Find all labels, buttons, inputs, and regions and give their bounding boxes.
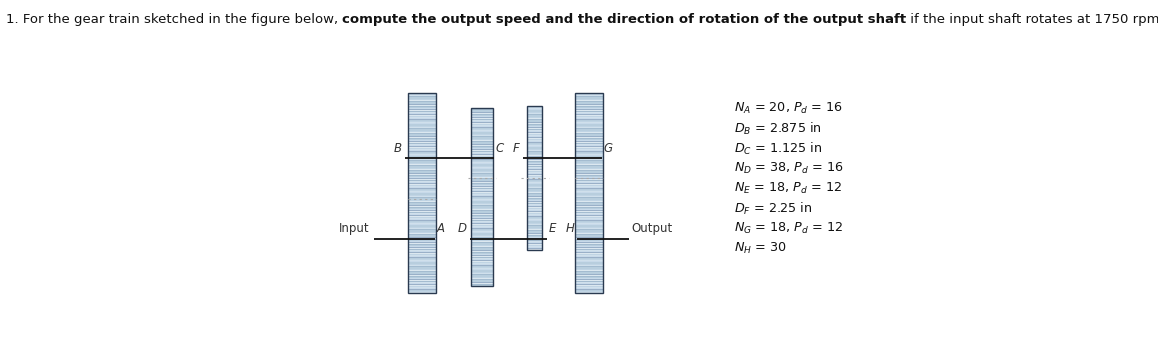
Text: B: B xyxy=(394,142,402,155)
Text: 1. For the gear train sketched in the figure below, compute the output speed and: 1. For the gear train sketched in the fi… xyxy=(6,13,950,26)
Text: $D_B$ = 2.875 in: $D_B$ = 2.875 in xyxy=(734,121,821,137)
Text: compute the output speed and the direction of rotation of the output shaft: compute the output speed and the directi… xyxy=(342,13,907,26)
Text: A: A xyxy=(437,222,445,235)
Bar xyxy=(527,106,542,250)
Text: $N_A$ = 20, $P_d$ = 16: $N_A$ = 20, $P_d$ = 16 xyxy=(734,101,843,116)
Text: Input: Input xyxy=(339,222,369,235)
Bar xyxy=(471,108,492,285)
Text: $N_D$ = 38, $P_d$ = 16: $N_D$ = 38, $P_d$ = 16 xyxy=(734,161,843,176)
Text: H: H xyxy=(565,222,574,235)
Text: $N_E$ = 18, $P_d$ = 12: $N_E$ = 18, $P_d$ = 12 xyxy=(734,181,842,196)
Bar xyxy=(574,93,603,293)
Text: $N_G$ = 18, $P_d$ = 12: $N_G$ = 18, $P_d$ = 12 xyxy=(734,221,843,236)
Text: if the input shaft rotates at 1750 rpm clockwise.: if the input shaft rotates at 1750 rpm c… xyxy=(907,13,1158,26)
Text: D: D xyxy=(459,222,467,235)
Text: E: E xyxy=(549,222,556,235)
Text: $N_H$ = 30: $N_H$ = 30 xyxy=(734,241,786,256)
Text: $D_F$ = 2.25 in: $D_F$ = 2.25 in xyxy=(734,201,812,217)
Text: $D_C$ = 1.125 in: $D_C$ = 1.125 in xyxy=(734,141,822,157)
Text: 1. For the gear train sketched in the figure below,: 1. For the gear train sketched in the fi… xyxy=(6,13,342,26)
Text: G: G xyxy=(603,142,613,155)
Text: Output: Output xyxy=(631,222,673,235)
Text: F: F xyxy=(513,142,520,155)
Bar xyxy=(409,93,437,293)
Text: C: C xyxy=(496,142,504,155)
